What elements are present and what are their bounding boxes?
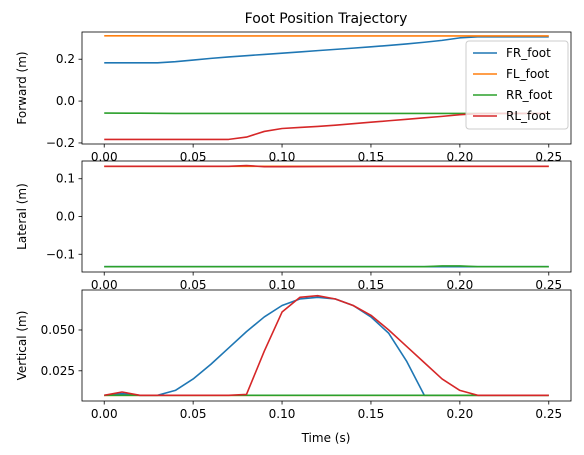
series-line-rr-foot [104, 266, 549, 267]
plot-frame [82, 161, 571, 272]
x-tick-label: 0.25 [535, 150, 562, 164]
x-tick-label: 0.00 [91, 150, 118, 164]
y-tick-label: 0.1 [56, 172, 75, 186]
x-tick-label: 0.20 [447, 150, 474, 164]
y-tick-label: 0.0 [56, 210, 75, 224]
y-tick-label: −0.2 [46, 136, 75, 150]
legend-label-fl-foot: FL_foot [506, 67, 549, 81]
series-line-rl-foot [104, 296, 549, 396]
y-tick-label: −0.1 [46, 247, 75, 261]
x-axis-label: Time (s) [301, 431, 351, 445]
legend: FR_foot FL_foot RR_foot RL_foot [466, 41, 568, 129]
x-tick-label: 0.15 [358, 150, 385, 164]
x-tick-label: 0.05 [180, 150, 207, 164]
y-axis-label: Vertical (m) [15, 311, 29, 381]
y-tick-label: 0.050 [41, 323, 75, 337]
y-axis-label: Forward (m) [15, 51, 29, 124]
x-tick-label: 0.15 [358, 407, 385, 421]
y-tick-label: 0.2 [56, 52, 75, 66]
x-tick-label: 0.10 [269, 150, 296, 164]
legend-label-rl-foot: RL_foot [506, 109, 551, 123]
subplot-3: 0.00 0.05 0.10 0.15 0.20 0.25 0.025 0.050 Vertic… [15, 290, 571, 421]
subplot-1: 0.00 0.05 0.10 0.15 0.20 0.25 −0.2 0.0 0.2 Forwar… [15, 32, 571, 164]
subplot-2: 0.00 0.05 0.10 0.15 0.20 0.25−0.10.00.1Latera… [15, 161, 571, 292]
x-tick-label: 0.20 [447, 407, 474, 421]
series-line-rl-foot [104, 166, 549, 167]
plot-frame [82, 290, 571, 401]
y-axis-label: Lateral (m) [15, 183, 29, 250]
x-tick-label: 0.05 [180, 407, 207, 421]
chart-title: Foot Position Trajectory [245, 11, 408, 27]
y-tick-label: 0.0 [56, 94, 75, 108]
legend-label-fr-foot: FR_foot [506, 46, 551, 60]
series-line-fr-foot [104, 297, 549, 395]
x-tick-label: 0.25 [535, 407, 562, 421]
x-tick-label: 0.00 [91, 407, 118, 421]
legend-label-rr-foot: RR_foot [506, 88, 553, 102]
y-tick-label: 0.025 [41, 364, 75, 378]
x-tick-label: 0.10 [269, 407, 296, 421]
